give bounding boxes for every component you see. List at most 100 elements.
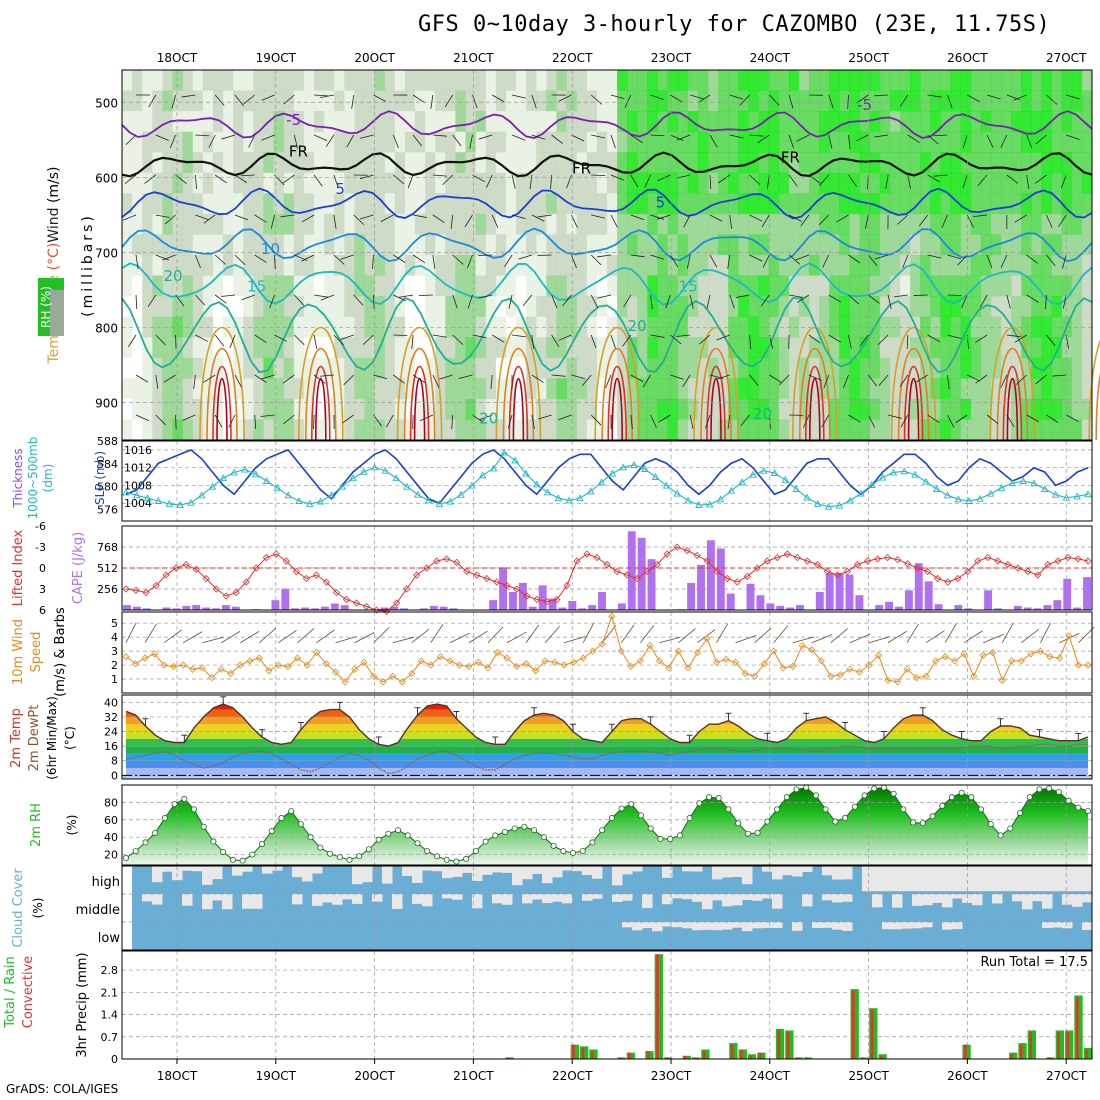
cloud-clear-cell [912, 894, 923, 906]
rh-shade-cell [253, 131, 264, 153]
wind-barb [749, 214, 763, 222]
rh-legend-swatch-inner [50, 290, 64, 336]
rh-shade-cell [1051, 337, 1063, 359]
rh-shade-cell [647, 357, 659, 379]
rh-shade-cell [364, 398, 376, 420]
wind-barb [439, 374, 453, 380]
rh-shade-cell [1051, 275, 1063, 297]
thickness-point [954, 495, 963, 503]
rh-shade-cell [162, 193, 174, 215]
rh-shade-cell [879, 111, 891, 133]
rh-shade-cell [324, 152, 335, 174]
rh-shade-cell [223, 70, 234, 92]
rh-shade-cell [596, 337, 608, 359]
rh-shade-cell [546, 172, 557, 194]
rh-shade-cell [1001, 131, 1012, 153]
thickness-point [370, 463, 379, 471]
cloud-clear-cell [942, 894, 953, 908]
wind-barb [551, 374, 566, 377]
cloud-clear-cell [422, 894, 433, 907]
precip-convective-bar [1057, 1032, 1060, 1059]
rh-shade-cell [283, 131, 295, 153]
rh-shade-cell [425, 70, 436, 92]
rh-shade-cell [485, 296, 497, 318]
rh-shade-cell [516, 90, 527, 112]
rh-ylabel: 2m RH [29, 803, 44, 847]
wind-barb [432, 214, 445, 224]
wind10-point [246, 657, 254, 665]
rh-shade-cell [384, 398, 396, 420]
rh-shade-cell [152, 70, 163, 92]
wind-barb [491, 214, 499, 228]
rh-shade-cell [354, 111, 365, 133]
rh-shade-cell [697, 193, 709, 215]
wind-barb [650, 134, 665, 137]
rh-shade-cell [354, 131, 365, 153]
rh-shade-cell [495, 398, 507, 420]
pressure-tick: 700 [95, 246, 118, 260]
rh-shade-cell [940, 398, 952, 420]
wind-barb [1066, 134, 1080, 140]
precip-convective-bar [665, 1057, 669, 1059]
wind-barb [234, 374, 242, 388]
rh-shade-cell [950, 213, 962, 235]
rh-shade-cell [445, 213, 456, 235]
wind-barb [1058, 214, 1067, 227]
wind10-point [322, 660, 330, 668]
cloud-clear-cell [542, 866, 553, 884]
cape-bar [182, 605, 191, 610]
rh-shade-cell [192, 378, 204, 400]
rh-tick: 40 [104, 831, 118, 844]
wind-barb [650, 294, 653, 309]
wind-barb [874, 134, 889, 138]
wind-barb [511, 94, 526, 99]
rh-shade-cell [283, 70, 295, 92]
wind-barb [444, 94, 454, 108]
rh-shade-cell [273, 398, 285, 420]
rh-shade-cell [728, 255, 739, 277]
rh-shade-cell [637, 275, 648, 297]
wind-barb [155, 214, 170, 218]
precip-convective-bar [506, 1057, 510, 1059]
cloud-clear-cell [982, 866, 993, 892]
rh-shade-cell [374, 296, 386, 318]
wind10-barb [811, 634, 833, 644]
rh-shade-cell [233, 398, 244, 420]
rh-shade-cell [617, 296, 628, 318]
wind-barb [947, 94, 953, 109]
rh-shade-cell [526, 255, 537, 277]
wind-barb [571, 374, 586, 379]
wind-barb [373, 374, 388, 380]
rh-shade-cell [859, 255, 871, 277]
wind-barb [1000, 134, 1008, 148]
cape-ylabel: CAPE (J/kg) [71, 532, 86, 604]
rh-shade-cell [990, 172, 1002, 194]
rh-shade-cell [667, 337, 679, 359]
rh-shade-cell [1041, 131, 1053, 153]
rh-shade-cell [1041, 275, 1053, 297]
thickness-line [125, 451, 1089, 508]
rh-shade-cell [697, 90, 709, 112]
rh-shade-cell [940, 419, 952, 441]
rh-shade-cell [253, 357, 264, 379]
rh-shade-cell [607, 90, 618, 112]
wind10-point [951, 657, 959, 665]
wind10-point [617, 647, 625, 655]
rh-shade-cell [132, 152, 143, 174]
lifted-point [523, 592, 531, 600]
rh-shade-cell [657, 111, 669, 133]
rh-point [278, 815, 285, 822]
wind10-point [960, 650, 968, 658]
rh-shade-cell [1031, 90, 1042, 112]
rh-shade-cell [829, 111, 840, 133]
rh-shade-cell [647, 131, 659, 153]
rh-shade-cell [970, 296, 982, 318]
rh-shade-cell [536, 90, 547, 112]
wind10-barb [716, 623, 729, 643]
precip-tick: 1.4 [101, 1009, 119, 1022]
cloud-clear-cell [312, 866, 323, 874]
rh-shade-cell [940, 213, 952, 235]
rh-shade-cell [788, 275, 800, 297]
cape-bar [518, 582, 527, 610]
rh-shade-cell [1021, 152, 1032, 174]
